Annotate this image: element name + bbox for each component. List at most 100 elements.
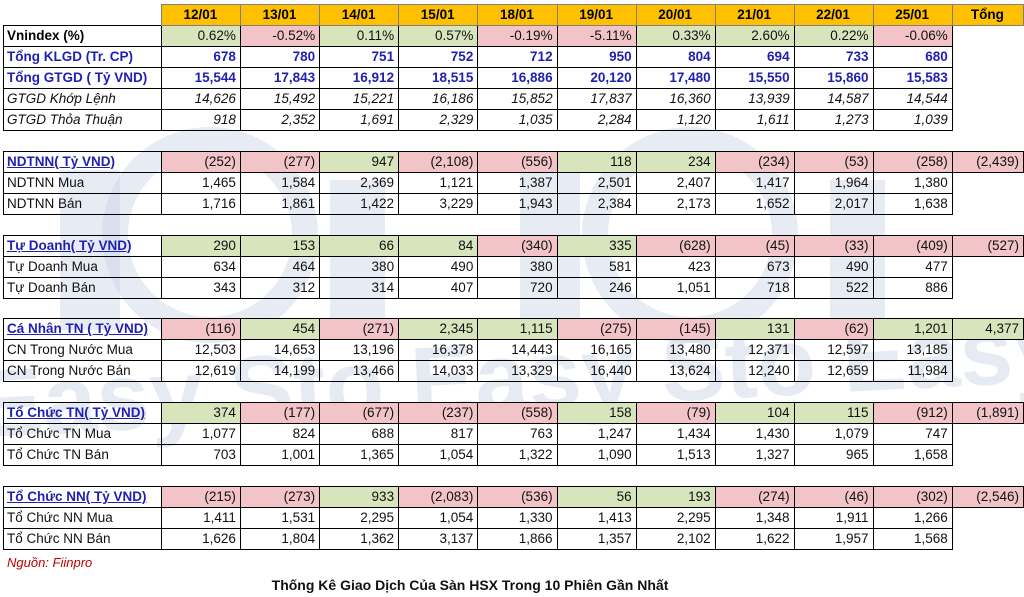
- value-cell: 1,964: [793, 171, 874, 194]
- value-cell: 118: [556, 150, 637, 173]
- row-label: Tự Doanh Bán: [3, 276, 162, 299]
- total-cell: (1,891): [951, 402, 1024, 425]
- value-cell: (556): [477, 150, 558, 173]
- value-cell: 1,430: [714, 423, 795, 446]
- value-cell: 1,121: [398, 171, 479, 194]
- value-cell: (677): [319, 402, 400, 425]
- row-label: CN Trong Nước Mua: [3, 339, 162, 362]
- value-cell: 1,039: [872, 109, 953, 131]
- value-cell: 804: [635, 46, 716, 68]
- value-cell: 2,102: [635, 527, 716, 550]
- row-label: Tổ Chức NN Bán: [3, 527, 162, 550]
- value-cell: 933: [319, 485, 400, 508]
- value-cell: 15,852: [477, 88, 558, 110]
- value-cell: (116): [160, 318, 241, 341]
- value-cell: 2.60%: [714, 25, 795, 47]
- value-cell: 747: [872, 423, 953, 446]
- value-cell: 16,440: [556, 360, 637, 383]
- value-cell: 14,443: [477, 339, 558, 362]
- col-header-total: Tổng: [951, 4, 1024, 26]
- value-cell: 1,411: [160, 506, 241, 529]
- table-row-tcnn-ban: Tổ Chức NN Bán 1,626 1,804 1,362 3,137 1,866 1…: [3, 527, 1024, 550]
- value-cell: 1,652: [714, 192, 795, 215]
- row-label: Tổ Chức TN Bán: [3, 444, 162, 467]
- value-cell: 490: [398, 255, 479, 278]
- value-cell: 12,659: [793, 360, 874, 383]
- value-cell: (271): [319, 318, 400, 341]
- value-cell: 2,345: [398, 318, 479, 341]
- value-cell: 1,691: [319, 109, 400, 131]
- value-cell: (234): [714, 150, 795, 173]
- value-cell: 104: [714, 402, 795, 425]
- value-cell: 1,357: [556, 527, 637, 550]
- empty-cell: [952, 47, 1023, 68]
- row-label: NDTNN Mua: [3, 171, 162, 194]
- value-cell: 1,266: [872, 506, 953, 529]
- value-cell: 688: [319, 423, 400, 446]
- empty-cell: [952, 193, 1023, 214]
- value-cell: 1,434: [635, 423, 716, 446]
- total-cell: (527): [951, 234, 1024, 257]
- value-cell: (274): [714, 485, 795, 508]
- value-cell: 12,503: [160, 339, 241, 362]
- value-cell: 84: [398, 234, 479, 257]
- value-cell: 712: [477, 46, 558, 68]
- value-cell: 15,221: [319, 88, 400, 110]
- value-cell: 13,185: [872, 339, 953, 362]
- value-cell: 18,515: [398, 67, 479, 89]
- value-cell: 13,624: [635, 360, 716, 383]
- value-cell: 15,860: [793, 67, 874, 89]
- empty-cell: [952, 26, 1023, 47]
- value-cell: 12,371: [714, 339, 795, 362]
- value-cell: 965: [793, 444, 874, 467]
- value-cell: 1,611: [714, 109, 795, 131]
- value-cell: 2,352: [239, 109, 321, 131]
- row-label: Tổ Chức NN Mua: [3, 506, 162, 529]
- value-cell: 490: [793, 255, 874, 278]
- col-header: 13/01: [239, 4, 321, 26]
- value-cell: (215): [160, 485, 241, 508]
- row-label: Cá Nhân TN ( Tỷ VND): [3, 318, 162, 341]
- table-row-tochuc-nn: Tổ Chức NN( Tỷ VND) (215) (273) 933 (2,083)(…: [3, 485, 1024, 508]
- value-cell: 0.62%: [160, 25, 241, 47]
- value-cell: 1,531: [239, 506, 321, 529]
- value-cell: 1,911: [793, 506, 874, 529]
- value-cell: 1,348: [714, 506, 795, 529]
- empty-cell: [952, 68, 1023, 89]
- value-cell: 1,247: [556, 423, 637, 446]
- value-cell: (409): [872, 234, 953, 257]
- table-row-tochuc-tn: Tổ Chức TN( Tỷ VND) 374 (177) (677) (237) (55…: [3, 402, 1024, 425]
- value-cell: 1,422: [319, 192, 400, 215]
- value-cell: 12,597: [793, 339, 874, 362]
- trading-statistics-table: 12/01 13/01 14/01 15/01 18/01 19/01 20/0…: [3, 4, 1024, 550]
- value-cell: 1,054: [398, 506, 479, 529]
- empty-cell: [952, 277, 1023, 298]
- row-label: NDTNN Bán: [3, 192, 162, 215]
- value-cell: 17,843: [239, 67, 321, 89]
- value-cell: 886: [872, 276, 953, 299]
- value-cell: 0.11%: [319, 25, 400, 47]
- value-cell: 2,295: [635, 506, 716, 529]
- value-cell: 343: [160, 276, 241, 299]
- value-cell: 2,284: [556, 109, 637, 131]
- value-cell: 423: [635, 255, 716, 278]
- row-label: NDTNN( Tỷ VND): [3, 150, 162, 173]
- value-cell: 1,051: [635, 276, 716, 299]
- value-cell: 477: [872, 255, 953, 278]
- value-cell: (536): [477, 485, 558, 508]
- value-cell: (912): [872, 402, 953, 425]
- value-cell: 15,583: [872, 67, 953, 89]
- row-label: GTGD Thỏa Thuận: [3, 109, 162, 131]
- value-cell: 678: [160, 46, 241, 68]
- value-cell: 16,186: [398, 88, 479, 110]
- value-cell: 15,550: [714, 67, 795, 89]
- value-cell: 1,465: [160, 171, 241, 194]
- value-cell: 1,513: [635, 444, 716, 467]
- value-cell: 780: [239, 46, 321, 68]
- value-cell: 1,417: [714, 171, 795, 194]
- value-cell: 1,120: [635, 109, 716, 131]
- total-cell: 4,377: [951, 318, 1024, 341]
- value-cell: (145): [635, 318, 716, 341]
- value-cell: 13,480: [635, 339, 716, 362]
- value-cell: 290: [160, 234, 241, 257]
